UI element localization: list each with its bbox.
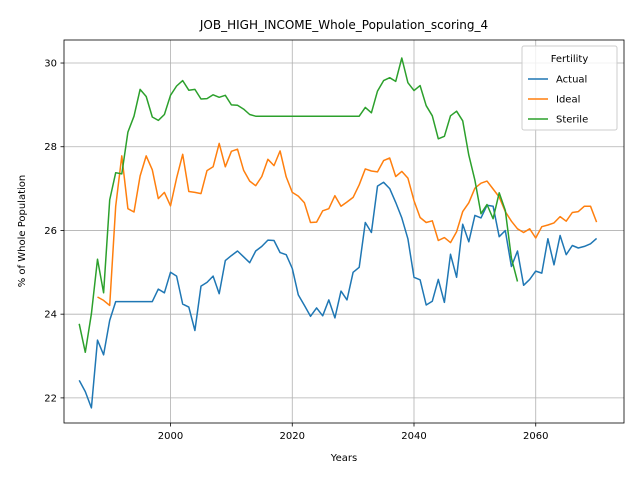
y-tick-label: 30 — [44, 59, 57, 70]
x-tick-label: 2060 — [523, 431, 548, 442]
plot-lines — [78, 57, 598, 409]
y-axis-label: % of Whole Population — [17, 175, 28, 288]
x-tick-label: 2020 — [280, 431, 305, 442]
series-line-ideal — [97, 142, 598, 307]
x-axis: 2000 2020 2040 2060 — [158, 423, 548, 442]
y-tick-label: 24 — [44, 310, 57, 321]
x-tick-label: 2040 — [401, 431, 426, 442]
y-tick-label: 28 — [44, 142, 57, 153]
legend-label-actual: Actual — [556, 75, 587, 86]
legend-box — [521, 45, 618, 131]
x-axis-label: Years — [330, 453, 357, 464]
x-tick-label: 2000 — [158, 431, 183, 442]
legend-label-ideal: Ideal — [556, 95, 580, 106]
legend-title: Fertility — [551, 54, 589, 65]
series-line-sterile — [78, 57, 519, 354]
legend-label-sterile: Sterile — [556, 115, 588, 126]
legend: Fertility Actual Ideal Sterile — [521, 45, 618, 131]
y-tick-label: 22 — [44, 393, 57, 404]
chart-title: JOB_HIGH_INCOME_Whole_Population_scoring… — [199, 18, 488, 32]
series-line-actual — [78, 181, 598, 409]
y-tick-label: 26 — [44, 226, 57, 237]
plot-frame — [63, 39, 625, 424]
y-axis: 22 24 26 28 30 — [44, 59, 64, 404]
